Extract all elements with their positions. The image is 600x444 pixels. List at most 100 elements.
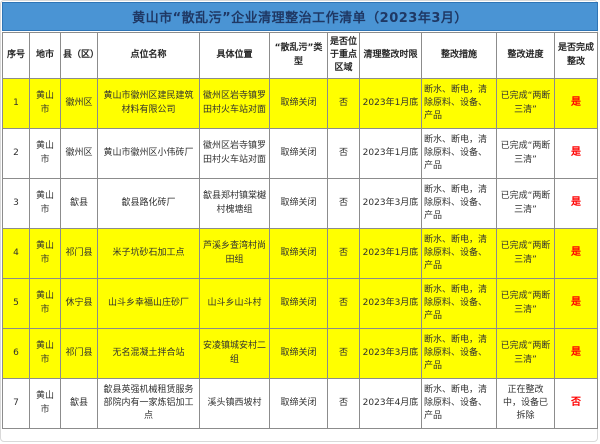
cell-key_area: 否 [327, 378, 360, 429]
cell-key_area: 否 [327, 78, 360, 129]
cell-measures: 断水、断电，清除原料、设备、产品 [421, 378, 497, 429]
cell-location: 芦溪乡查湾村尚田组 [199, 228, 270, 279]
column-header-key_area: 是否位于重点区域 [327, 32, 360, 79]
cell-complete: 是 [554, 278, 598, 329]
cell-location: 溪头镇西坡村 [199, 378, 270, 429]
cell-site: 黄山市徽州区小伟砖厂 [97, 128, 200, 179]
cell-site: 歙县英强机械租赁服务部院内有一家炼铝加工点 [97, 378, 200, 429]
table-row: 7 黄山市 歙县 歙县英强机械租赁服务部院内有一家炼铝加工点 溪头镇西坡村 取缔关闭否 20… [2, 378, 598, 429]
cell-city: 黄山市 [29, 328, 61, 379]
cell-city: 黄山市 [29, 228, 61, 279]
column-header-site: 点位名称 [97, 32, 200, 79]
table-row: 3 黄山市 歙县 歙县路化砖厂 歙县郑村镇棠樾村槐塘组 取缔关闭否 2023年3月底 断水、断… [2, 178, 598, 229]
cell-deadline: 2023年1月底 [359, 78, 422, 129]
work-list-table: 序号 地市 县（区） 点位名称 具体位置 “散乱污”类型 是否位于重点区域 清理整改时限 整改措… [2, 32, 598, 429]
cell-key_area: 否 [327, 178, 360, 229]
cell-type: 取缔关闭 [269, 128, 328, 179]
cell-location: 徽州区岩寺镇罗田村火车站对面 [199, 78, 270, 129]
cell-seq: 2 [2, 128, 30, 179]
cell-progress: 已完成“两断三清” [496, 178, 555, 229]
column-header-type: “散乱污”类型 [269, 32, 328, 79]
cell-seq: 1 [2, 78, 30, 129]
table-row: 4 黄山市 祁门县 米子坑砂石加工点 芦溪乡查湾村尚田组 取缔关闭否 2023年1月底 断水、… [2, 228, 598, 279]
column-header-deadline: 清理整改时限 [359, 32, 422, 79]
cell-seq: 3 [2, 178, 30, 229]
table-row: 2 黄山市 徽州区 黄山市徽州区小伟砖厂 徽州区岩寺镇罗田村火车站对面 取缔关闭否 2023… [2, 128, 598, 179]
cell-progress: 已完成“两断三清” [496, 328, 555, 379]
cell-measures: 断水、断电，清除原料、设备、产品 [421, 78, 497, 129]
cell-complete: 是 [554, 328, 598, 379]
cell-deadline: 2023年1月底 [359, 228, 422, 279]
cell-seq: 7 [2, 378, 30, 429]
page-title: 黄山市“散乱污”企业清理整治工作清单（2023年3月） [132, 11, 468, 26]
cell-county: 祁门县 [60, 328, 98, 379]
cell-measures: 断水、断电，清除原料、设备、产品 [421, 178, 497, 229]
cell-county: 歙县 [60, 378, 98, 429]
cell-city: 黄山市 [29, 378, 61, 429]
title-bar: 黄山市“散乱污”企业清理整治工作清单（2023年3月） [2, 2, 598, 31]
cell-deadline: 2023年3月底 [359, 328, 422, 379]
cell-measures: 断水、断电，清除原料、设备、产品 [421, 228, 497, 279]
column-header-progress: 整改进度 [496, 32, 555, 79]
cell-location: 徽州区岩寺镇罗田村火车站对面 [199, 128, 270, 179]
cell-complete: 是 [554, 228, 598, 279]
cell-key_area: 否 [327, 278, 360, 329]
cell-progress: 已完成“两断三清” [496, 278, 555, 329]
cell-progress: 已完成“两断三清” [496, 78, 555, 129]
cell-deadline: 2023年1月底 [359, 128, 422, 179]
cell-site: 山斗乡幸福山庄砂厂 [97, 278, 200, 329]
cell-progress: 正在整改中，设备已拆除 [496, 378, 555, 429]
cell-type: 取缔关闭 [269, 328, 328, 379]
cell-seq: 5 [2, 278, 30, 329]
cell-key_area: 否 [327, 328, 360, 379]
cell-measures: 断水、断电，清除原料、设备、产品 [421, 128, 497, 179]
cell-location: 歙县郑村镇棠樾村槐塘组 [199, 178, 270, 229]
cell-deadline: 2023年3月底 [359, 278, 422, 329]
cell-city: 黄山市 [29, 128, 61, 179]
cell-site: 无名混凝土拌合站 [97, 328, 200, 379]
cell-county: 休宁县 [60, 278, 98, 329]
cell-location: 安凌镇城安村二组 [199, 328, 270, 379]
column-header-location: 具体位置 [199, 32, 270, 79]
cell-complete: 否 [554, 378, 598, 429]
cell-site: 黄山市徽州区建民建筑材料有限公司 [97, 78, 200, 129]
cell-progress: 已完成“两断三清” [496, 128, 555, 179]
cell-county: 祁门县 [60, 228, 98, 279]
cell-county: 徽州区 [60, 128, 98, 179]
table-row: 6 黄山市 祁门县 无名混凝土拌合站 安凌镇城安村二组 取缔关闭否 2023年3月底 断水、断… [2, 328, 598, 379]
column-header-city: 地市 [29, 32, 61, 79]
column-header-seq: 序号 [2, 32, 30, 79]
cell-type: 取缔关闭 [269, 378, 328, 429]
table-row: 5 黄山市 休宁县 山斗乡幸福山庄砂厂 山斗乡山斗村 取缔关闭否 2023年3月底 断水、断电… [2, 278, 598, 329]
cell-deadline: 2023年4月底 [359, 378, 422, 429]
table-header-row: 序号 地市 县（区） 点位名称 具体位置 “散乱污”类型 是否位于重点区域 清理整改时限 整改措… [2, 32, 598, 79]
cell-measures: 断水、断电，清除原料、设备、产品 [421, 278, 497, 329]
cell-seq: 4 [2, 228, 30, 279]
cell-key_area: 否 [327, 128, 360, 179]
column-header-complete: 是否完成整改 [554, 32, 598, 79]
cell-site: 米子坑砂石加工点 [97, 228, 200, 279]
cell-key_area: 否 [327, 228, 360, 279]
cell-complete: 是 [554, 128, 598, 179]
cell-type: 取缔关闭 [269, 278, 328, 329]
table-row: 1 黄山市 徽州区 黄山市徽州区建民建筑材料有限公司 徽州区岩寺镇罗田村火车站对面 取缔关… [2, 78, 598, 129]
cell-progress: 已完成“两断三清” [496, 228, 555, 279]
cell-city: 黄山市 [29, 178, 61, 229]
cell-city: 黄山市 [29, 278, 61, 329]
cell-deadline: 2023年3月底 [359, 178, 422, 229]
cell-measures: 断水、断电，清除原料、设备、产品 [421, 328, 497, 379]
cell-complete: 是 [554, 178, 598, 229]
cell-complete: 是 [554, 78, 598, 129]
cell-location: 山斗乡山斗村 [199, 278, 270, 329]
cell-type: 取缔关闭 [269, 228, 328, 279]
column-header-measures: 整改措施 [421, 32, 497, 79]
cell-county: 歙县 [60, 178, 98, 229]
column-header-county: 县（区） [60, 32, 99, 79]
cell-city: 黄山市 [29, 78, 61, 129]
cell-seq: 6 [2, 328, 30, 379]
cell-type: 取缔关闭 [269, 178, 328, 229]
cell-county: 徽州区 [60, 78, 98, 129]
cell-site: 歙县路化砖厂 [97, 178, 200, 229]
cell-type: 取缔关闭 [269, 78, 328, 129]
